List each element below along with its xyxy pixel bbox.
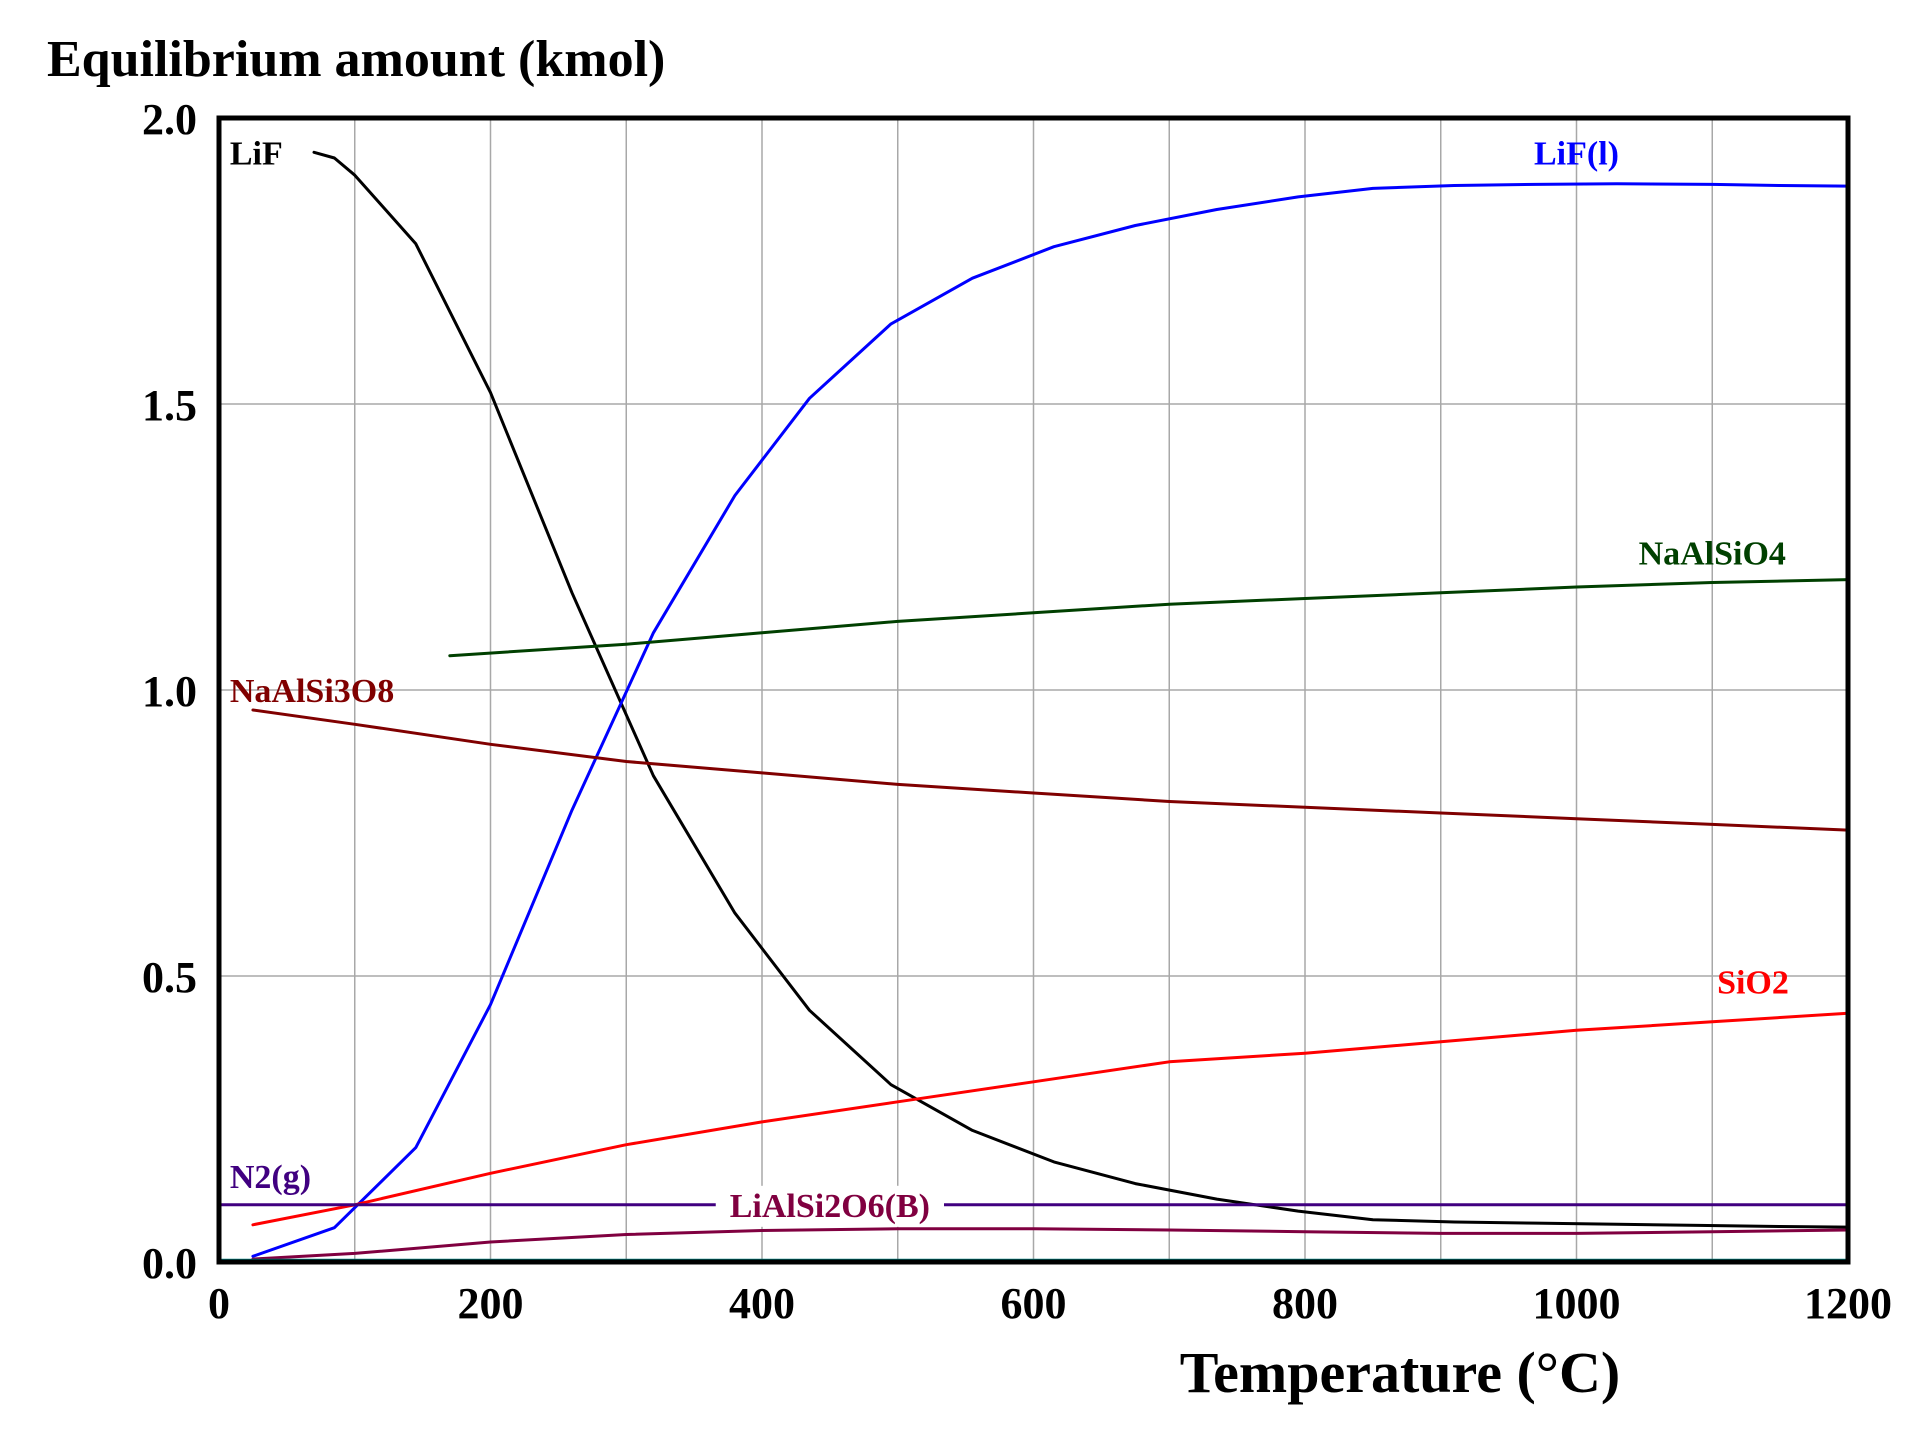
x-tick-label-200: 200 <box>458 1279 524 1328</box>
series-line-naalsio4 <box>448 578 1850 658</box>
series-label-naalsi3o8: NaAlSi3O8 <box>230 673 394 710</box>
x-tick-label-0: 0 <box>208 1279 230 1328</box>
plot-frame <box>216 115 1851 1265</box>
chart-title: Equilibrium amount (kmol) <box>47 31 665 88</box>
grid-layer <box>218 118 1849 1262</box>
y-tick-label-1-5: 1.5 <box>142 381 197 430</box>
series-line-sio2 <box>251 1011 1850 1227</box>
series-label-n2-g: N2(g) <box>230 1159 311 1196</box>
x-tick-label-1200: 1200 <box>1804 1279 1892 1328</box>
y-tick-label-0-0: 0.0 <box>142 1239 197 1288</box>
series-line-lif-l <box>251 182 1850 1258</box>
series-label-lif-l: LiF(l) <box>1534 135 1619 172</box>
series-label-lialsi2o6-b: LiAlSi2O6(B) <box>730 1188 930 1225</box>
series-line-lialsi2o6-b <box>251 1227 1850 1261</box>
series-line-lif <box>312 150 1850 1229</box>
x-axis-label: Temperature (°C) <box>1180 1340 1620 1405</box>
series-label-naalsio4: NaAlSiO4 <box>1639 536 1786 573</box>
series-label-sio2: SiO2 <box>1717 965 1789 1002</box>
series-label-lif: LiF <box>230 135 283 172</box>
tick-layer: 0 200 400 600 800 1000 1200 0.0 0.5 1.0 1.5 2.0 <box>142 95 1892 1328</box>
series-line-naalsi3o8 <box>251 708 1850 832</box>
y-tick-label-2-0: 2.0 <box>142 95 197 144</box>
label-layer: LiF LiF(l) NaAlSiO4 NaAlSi3O8 SiO2 N2(g) LiAlS… <box>230 135 1789 1227</box>
y-tick-label-1-0: 1.0 <box>142 667 197 716</box>
y-tick-label-0-5: 0.5 <box>142 953 197 1002</box>
x-tick-label-600: 600 <box>1001 1279 1067 1328</box>
x-tick-label-1000: 1000 <box>1533 1279 1621 1328</box>
x-tick-label-800: 800 <box>1272 1279 1338 1328</box>
series-label-bg-lialsi2o6-b <box>715 1185 944 1227</box>
x-tick-label-400: 400 <box>729 1279 795 1328</box>
